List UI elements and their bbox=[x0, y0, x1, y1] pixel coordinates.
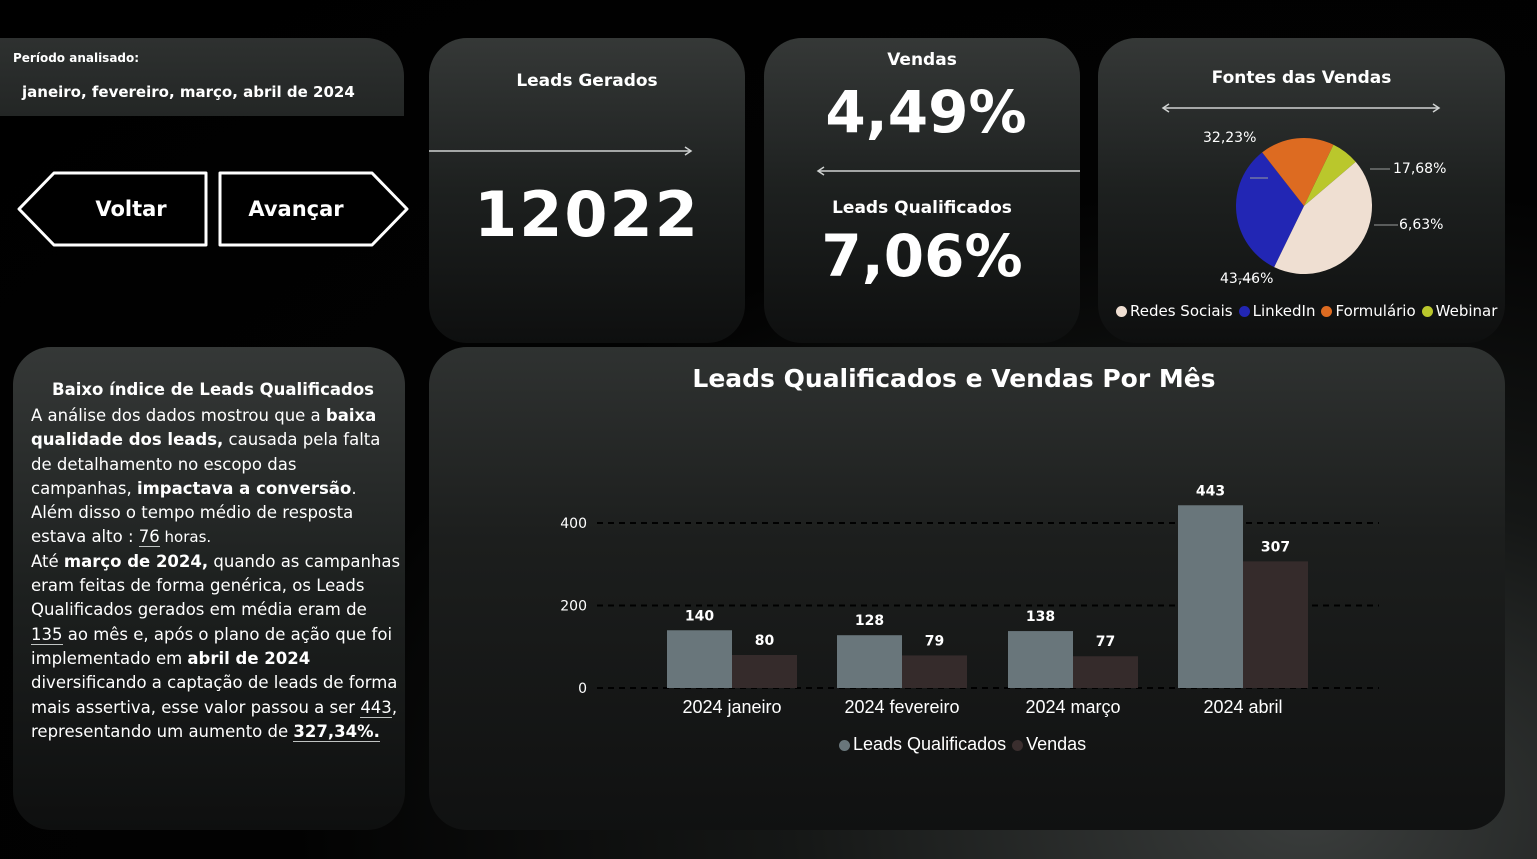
pie-label-redes: 43,46% bbox=[1220, 271, 1274, 287]
legend-item-linkedin[interactable]: LinkedIn bbox=[1238, 302, 1316, 320]
analysis-text: , representando um aumento de bbox=[31, 697, 398, 741]
data-label: 443 bbox=[1196, 483, 1225, 499]
response-hours-value: 76 bbox=[138, 527, 160, 548]
legend-item-redes[interactable]: Redes Sociais bbox=[1116, 302, 1233, 320]
vendas-title: Vendas bbox=[887, 50, 957, 70]
legend-dot-icon bbox=[1116, 306, 1127, 317]
analysis-emphasis: março de 2024, bbox=[63, 551, 209, 571]
leads-qualificados-title: Leads Qualificados bbox=[832, 198, 1012, 218]
analysis-text: Além disso o tempo médio de resposta est… bbox=[31, 503, 354, 547]
legend-item-vendas[interactable]: Vendas bbox=[1012, 734, 1086, 755]
analysis-emphasis: baixa qualidade dos leads, bbox=[31, 406, 377, 450]
back-arrow-icon bbox=[17, 171, 208, 247]
leads-qualificados-value: 7,06% bbox=[821, 222, 1023, 290]
bar-vendas[interactable] bbox=[732, 655, 797, 688]
legend-item-formulario[interactable]: Formulário bbox=[1321, 302, 1416, 320]
pie-label-webinar: 6,63% bbox=[1399, 217, 1444, 233]
analysis-heading: Baixo índice de Leads Qualificados bbox=[52, 380, 374, 399]
x-category-label: 2024 janeiro bbox=[682, 697, 781, 717]
bar-chart-card: 0 200 400 140 80 2024 janeiro 128 79 2024 fevere… bbox=[429, 347, 1505, 830]
pie-label-formulario: 17,68% bbox=[1393, 161, 1447, 177]
analysis-emphasis: abril de 2024 bbox=[187, 648, 311, 668]
bar-vendas[interactable] bbox=[902, 655, 967, 688]
leads-card: Leads Gerados 12022 bbox=[429, 38, 745, 343]
new-leads-value: 443 bbox=[360, 697, 392, 718]
y-tick-label: 0 bbox=[578, 681, 587, 697]
analysis-text: A análise dos dados mostrou que a bbox=[31, 406, 326, 425]
legend-dot-icon bbox=[1238, 306, 1250, 317]
data-label: 79 bbox=[925, 633, 944, 649]
fontes-legend: Redes Sociais LinkedIn Formulário Webinar bbox=[1116, 302, 1503, 320]
data-label: 128 bbox=[855, 613, 884, 629]
period-value: janeiro, fevereiro, março, abril de 2024 bbox=[22, 83, 355, 101]
next-button[interactable]: Avançar bbox=[217, 170, 411, 248]
data-label: 80 bbox=[755, 633, 775, 649]
vendas-card: Vendas 4,49% Leads Qualificados 7,06% bbox=[764, 38, 1080, 343]
bar-vendas[interactable] bbox=[1073, 656, 1138, 688]
legend-label: Formulário bbox=[1335, 302, 1416, 320]
leads-value: 12022 bbox=[474, 178, 700, 251]
next-button-label: Avançar bbox=[248, 197, 344, 221]
pie-slice-webinar[interactable] bbox=[1304, 144, 1356, 206]
bar-leads-qualificados[interactable] bbox=[667, 630, 732, 688]
x-category-label: 2024 fevereiro bbox=[844, 697, 959, 717]
data-label: 140 bbox=[685, 608, 714, 624]
x-category-label: 2024 março bbox=[1025, 697, 1120, 717]
bar-leads-qualificados[interactable] bbox=[1008, 631, 1073, 688]
fontes-pie-chart bbox=[1236, 138, 1398, 280]
right-arrow-icon bbox=[429, 146, 693, 156]
pie-label-linkedin: 32,23% bbox=[1203, 130, 1257, 146]
analysis-body: A análise dos dados mostrou que a baixa … bbox=[31, 404, 401, 744]
y-tick-label: 400 bbox=[560, 516, 587, 532]
x-category-label: 2024 abril bbox=[1203, 697, 1282, 717]
back-button[interactable]: Voltar bbox=[16, 170, 210, 248]
legend-item-leads-qualificados[interactable]: Leads Qualificados bbox=[839, 734, 1006, 755]
avg-leads-value: 135 bbox=[31, 624, 63, 645]
analysis-emphasis: impactava a conversão bbox=[136, 478, 352, 498]
legend-item-webinar[interactable]: Webinar bbox=[1421, 302, 1498, 320]
y-tick-label: 200 bbox=[560, 599, 587, 615]
left-arrow-icon bbox=[816, 166, 1080, 176]
vendas-value: 4,49% bbox=[825, 78, 1027, 146]
period-card: Período analisado: janeiro, fevereiro, m… bbox=[0, 38, 404, 116]
legend-dot-icon bbox=[1421, 306, 1433, 317]
bar-leads-qualificados[interactable] bbox=[837, 635, 902, 688]
back-button-label: Voltar bbox=[95, 197, 167, 221]
legend-dot-icon bbox=[1012, 740, 1024, 751]
legend-label: LinkedIn bbox=[1252, 302, 1316, 320]
analysis-text: horas. bbox=[159, 528, 212, 547]
period-label: Período analisado: bbox=[13, 51, 140, 65]
legend-dot-icon bbox=[839, 740, 850, 751]
legend-label: Redes Sociais bbox=[1130, 302, 1233, 320]
legend-label: Leads Qualificados bbox=[853, 734, 1007, 754]
fontes-title: Fontes das Vendas bbox=[1211, 68, 1392, 88]
legend-label: Webinar bbox=[1435, 302, 1498, 320]
increase-value: 327,34%. bbox=[293, 721, 380, 742]
analysis-text: ao mês e, após o plano de ação que foi i… bbox=[31, 624, 393, 668]
data-label: 307 bbox=[1261, 539, 1290, 555]
legend-dot-icon bbox=[1321, 306, 1333, 317]
bar-chart: 0 200 400 140 80 2024 janeiro 128 79 2024 fevere… bbox=[560, 483, 1379, 717]
bar-vendas[interactable] bbox=[1243, 561, 1308, 688]
double-arrow-icon bbox=[1161, 103, 1441, 113]
leads-title: Leads Gerados bbox=[516, 71, 658, 91]
analysis-text: quando as campanhas eram feitas de forma… bbox=[31, 551, 401, 620]
data-label: 77 bbox=[1096, 634, 1115, 650]
analysis-text: causada pela falta de detalhamento no es… bbox=[31, 430, 381, 498]
fontes-card: Fontes das Vendas 32,23% 17,68% 6,63% 43… bbox=[1098, 38, 1505, 343]
analysis-card: Baixo índice de Leads Qualificados A aná… bbox=[13, 347, 405, 830]
data-label: 138 bbox=[1026, 609, 1055, 625]
bar-leads-qualificados[interactable] bbox=[1178, 505, 1243, 688]
chart-title: Leads Qualificados e Vendas Por Mês bbox=[692, 364, 1216, 393]
pie-slice-formulario[interactable] bbox=[1262, 138, 1334, 206]
chart-legend: Leads Qualificados Vendas bbox=[839, 734, 1092, 755]
analysis-text: diversificando a captação de leads de fo… bbox=[31, 673, 398, 717]
pie-slice-redes[interactable] bbox=[1274, 161, 1372, 274]
legend-label: Vendas bbox=[1026, 734, 1087, 754]
next-arrow-icon bbox=[218, 171, 409, 247]
analysis-text: . bbox=[351, 478, 357, 498]
analysis-text: Até bbox=[31, 551, 64, 571]
pie-slice-linkedin[interactable] bbox=[1236, 152, 1304, 268]
